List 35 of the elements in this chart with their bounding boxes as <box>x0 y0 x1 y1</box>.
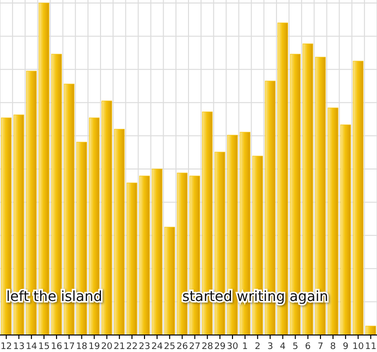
x-tick-label: 11 <box>364 342 376 352</box>
x-tick-label: 10 <box>352 342 364 352</box>
x-tick-label: 1 <box>242 342 248 352</box>
x-tick-label: 16 <box>50 342 63 352</box>
x-tick-label: 7 <box>318 342 324 352</box>
x-tick-label: 22 <box>126 342 138 352</box>
x-tick-label: 29 <box>214 342 226 352</box>
x-tick-label: 25 <box>164 342 176 352</box>
x-tick-label: 19 <box>88 342 100 352</box>
bar <box>352 60 364 336</box>
x-tick-label: 6 <box>305 342 312 352</box>
x-tick-label: 20 <box>101 342 113 352</box>
bar <box>164 226 175 336</box>
x-tick-label: 2 <box>254 342 260 352</box>
bar <box>114 128 125 336</box>
x-tick-label: 30 <box>226 342 238 352</box>
x-tick-label: 8 <box>330 342 336 352</box>
x-tick-label: 9 <box>342 342 349 352</box>
x-tick-label: 27 <box>189 342 201 352</box>
x-tick-label: 12 <box>0 342 12 352</box>
x-tick-label: 4 <box>280 342 286 352</box>
x-tick-label: 18 <box>76 342 88 352</box>
x-tick-label: 21 <box>114 342 126 352</box>
x-tick-label: 15 <box>38 342 50 352</box>
x-tick-label: 26 <box>176 342 188 352</box>
x-tick-label: 24 <box>151 342 164 352</box>
bar <box>102 100 112 336</box>
x-tick-label: 17 <box>63 342 75 352</box>
x-tick-label: 23 <box>138 342 150 352</box>
x-tick-label: 13 <box>13 342 25 352</box>
x-tick-label: 28 <box>202 342 214 352</box>
x-tick-label: 14 <box>26 342 38 352</box>
x-tick-label: 3 <box>267 342 274 352</box>
bar <box>365 326 376 336</box>
x-tick-label: 5 <box>292 342 298 352</box>
